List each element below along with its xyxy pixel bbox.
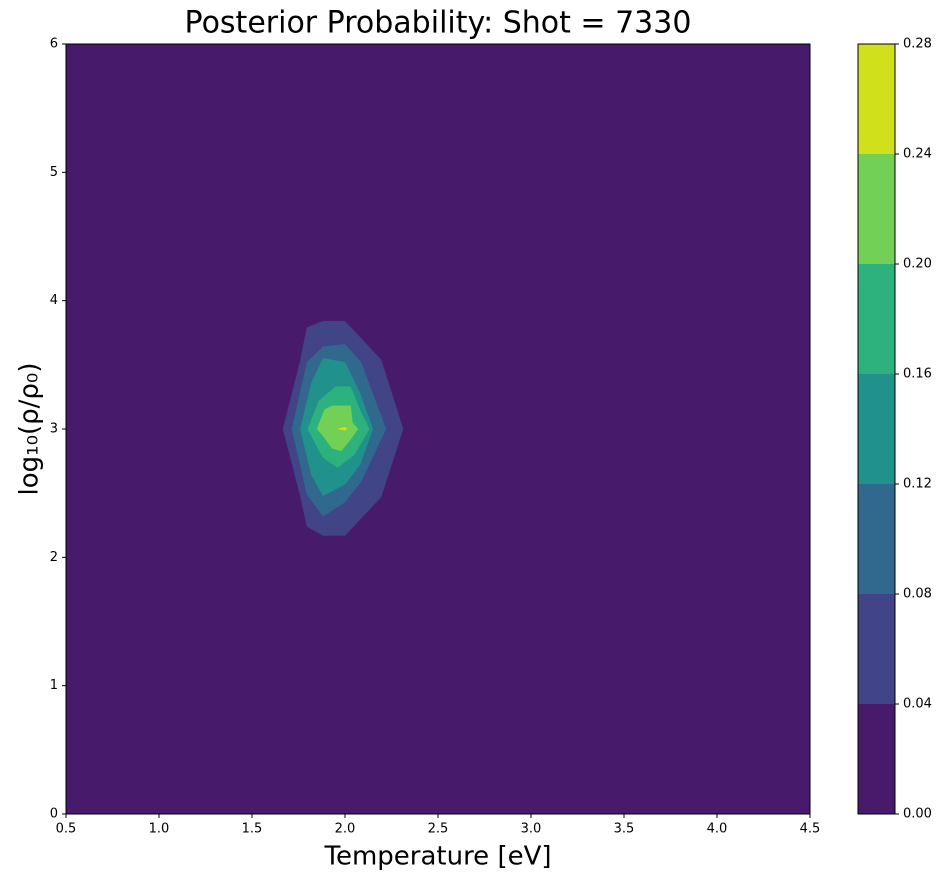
- colorbar-tick-label: 0.08: [903, 587, 932, 602]
- y-tick-label: 1: [50, 678, 58, 693]
- x-tick-label: 4.0: [707, 822, 728, 837]
- x-tick-label: 0.5: [56, 822, 77, 837]
- x-tick-label: 2.0: [335, 822, 356, 837]
- chart-title: Posterior Probability: Shot = 7330: [185, 6, 692, 41]
- colorbar-tick-label: 0.00: [903, 807, 932, 822]
- colorbar-tick-label: 0.20: [903, 257, 932, 272]
- y-tick-label: 6: [50, 37, 58, 52]
- colorbar-band: [858, 704, 895, 814]
- x-tick-label: 1.5: [242, 822, 263, 837]
- x-tick-label: 1.0: [149, 822, 170, 837]
- x-tick-label: 3.5: [614, 822, 635, 837]
- y-axis-label: log₁₀(ρ/ρ₀): [15, 363, 45, 496]
- colorbar-band: [858, 484, 895, 594]
- colorbar-frame: [857, 43, 896, 815]
- colorbar-band: [858, 594, 895, 704]
- colorbar-band: [858, 154, 895, 264]
- colorbar-band: [858, 44, 895, 154]
- colorbar-tick-label: 0.28: [903, 37, 932, 52]
- contour-region: [316, 405, 359, 452]
- colorbar-tick-label: 0.12: [903, 477, 932, 492]
- y-tick-label: 5: [50, 165, 58, 180]
- y-tick-label: 0: [50, 807, 58, 822]
- contour-band: [66, 44, 810, 814]
- colorbar-tick-label: 0.04: [903, 697, 932, 712]
- colorbar-tick-label: 0.24: [903, 147, 932, 162]
- y-tick-label: 3: [50, 422, 58, 437]
- colorbar-band: [858, 374, 895, 484]
- x-tick-label: 3.0: [521, 822, 542, 837]
- colorbar-band: [858, 264, 895, 374]
- x-tick-label: 2.5: [428, 822, 449, 837]
- colorbar-tick-label: 0.16: [903, 367, 932, 382]
- y-tick-label: 2: [50, 550, 58, 565]
- x-axis-label: Temperature [eV]: [323, 842, 551, 872]
- contour-region: [337, 426, 348, 431]
- y-tick-label: 4: [50, 293, 58, 308]
- x-tick-label: 4.5: [800, 822, 821, 837]
